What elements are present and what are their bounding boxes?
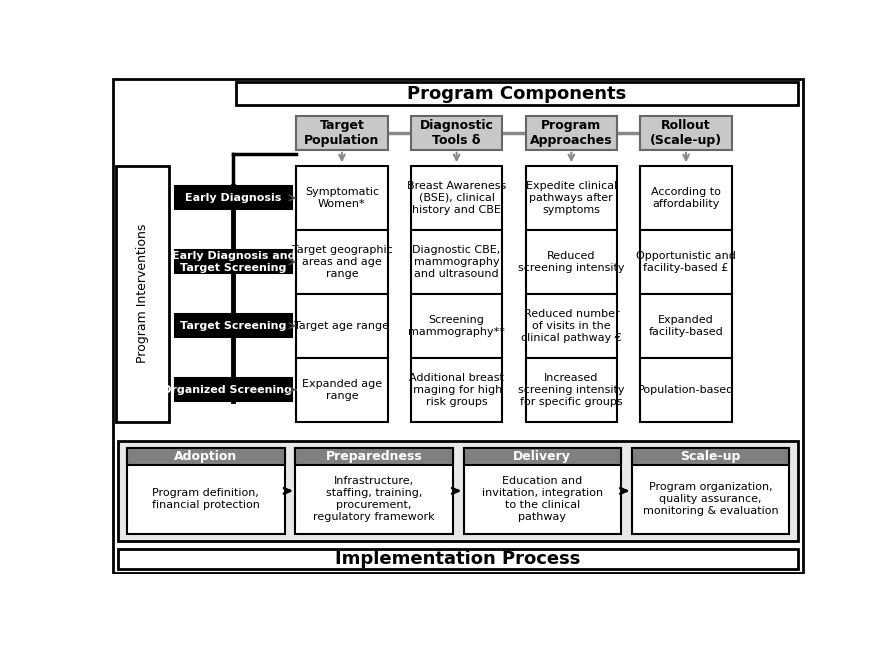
Bar: [464, 448, 621, 534]
Bar: [175, 378, 291, 401]
Text: Implementation Process: Implementation Process: [335, 550, 581, 568]
Text: Target Screening: Target Screening: [181, 321, 287, 331]
Text: Scale-up: Scale-up: [680, 450, 740, 462]
Text: Early Diagnosis and
Target Screening: Early Diagnosis and Target Screening: [172, 251, 295, 273]
Bar: [296, 293, 388, 358]
Bar: [118, 441, 798, 541]
Bar: [526, 358, 617, 422]
Bar: [296, 230, 388, 293]
Text: Expanded age
range: Expanded age range: [302, 379, 382, 401]
Text: Increased
screening intensity
for specific groups: Increased screening intensity for specif…: [519, 373, 625, 406]
Text: Program Interventions: Program Interventions: [136, 224, 149, 364]
Bar: [296, 358, 388, 422]
Text: According to
affordability: According to affordability: [651, 187, 721, 209]
Bar: [640, 293, 732, 358]
Bar: [632, 448, 789, 464]
Bar: [464, 448, 621, 464]
Text: Program
Approaches: Program Approaches: [530, 119, 612, 147]
Bar: [526, 116, 617, 150]
Bar: [640, 230, 732, 293]
Bar: [295, 448, 452, 464]
Text: Expanded
facility-based: Expanded facility-based: [649, 315, 723, 337]
Text: Rollout
(Scale-up): Rollout (Scale-up): [650, 119, 722, 147]
Text: Target age range: Target age range: [294, 321, 390, 331]
Text: Reduced
screening intensity: Reduced screening intensity: [519, 251, 625, 273]
Text: Organized Screening φ: Organized Screening φ: [162, 384, 305, 395]
Text: Target geographic
areas and age
range: Target geographic areas and age range: [291, 245, 392, 279]
Bar: [175, 250, 291, 273]
Text: Program organization,
quality assurance,
monitoring & evaluation: Program organization, quality assurance,…: [643, 482, 779, 517]
Text: Education and
invitation, integration
to the clinical
pathway: Education and invitation, integration to…: [482, 477, 603, 522]
Bar: [526, 230, 617, 293]
Text: Breast Awareness
(BSE), clinical
history and CBE: Breast Awareness (BSE), clinical history…: [407, 181, 506, 215]
Bar: [411, 293, 502, 358]
Bar: [411, 230, 502, 293]
Text: Target
Population: Target Population: [304, 119, 380, 147]
Text: Early Diagnosis: Early Diagnosis: [185, 193, 282, 203]
Bar: [640, 358, 732, 422]
Text: Infrastructure,
staffing, training,
procurement,
regulatory framework: Infrastructure, staffing, training, proc…: [313, 477, 434, 522]
Bar: [632, 448, 789, 534]
Bar: [118, 549, 798, 569]
Bar: [127, 448, 284, 464]
Bar: [296, 116, 388, 150]
Text: Diagnostic CBE,
mammography
and ultrasound: Diagnostic CBE, mammography and ultrasou…: [412, 245, 501, 279]
Bar: [526, 293, 617, 358]
Text: Additional breast
imaging for high
risk groups: Additional breast imaging for high risk …: [409, 373, 504, 406]
Text: Expedite clinical
pathways after
symptoms: Expedite clinical pathways after symptom…: [526, 181, 617, 215]
Text: Adoption: Adoption: [174, 450, 238, 462]
Bar: [411, 166, 502, 230]
Bar: [411, 116, 502, 150]
Text: Population-based: Population-based: [638, 384, 734, 395]
Text: Symptomatic
Women*: Symptomatic Women*: [305, 187, 379, 209]
Text: Reduced number
of visits in the
clinical pathway €: Reduced number of visits in the clinical…: [521, 309, 621, 342]
Bar: [640, 166, 732, 230]
Bar: [411, 358, 502, 422]
Text: Program definition,
financial protection: Program definition, financial protection: [152, 488, 260, 510]
Bar: [296, 166, 388, 230]
Bar: [640, 116, 732, 150]
Bar: [127, 448, 284, 534]
Bar: [526, 166, 617, 230]
Bar: [116, 166, 169, 422]
Text: Delivery: Delivery: [513, 450, 571, 462]
Bar: [236, 82, 797, 105]
Text: Program Components: Program Components: [407, 84, 627, 103]
Text: Opportunistic and
facility-based £: Opportunistic and facility-based £: [637, 251, 736, 273]
Bar: [175, 186, 291, 210]
Text: Screening
mammography**: Screening mammography**: [409, 315, 505, 337]
Text: Diagnostic
Tools δ: Diagnostic Tools δ: [419, 119, 493, 147]
Bar: [295, 448, 452, 534]
Bar: [175, 314, 291, 337]
Text: Preparedness: Preparedness: [325, 450, 423, 462]
